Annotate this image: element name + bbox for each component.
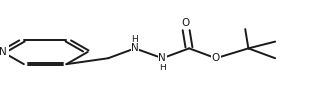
Text: N: N (158, 53, 166, 63)
Text: O: O (212, 53, 220, 63)
Text: N: N (0, 47, 6, 57)
Text: H: H (159, 63, 166, 72)
Text: N: N (131, 43, 139, 53)
Text: H: H (132, 35, 138, 43)
Text: O: O (182, 18, 190, 28)
